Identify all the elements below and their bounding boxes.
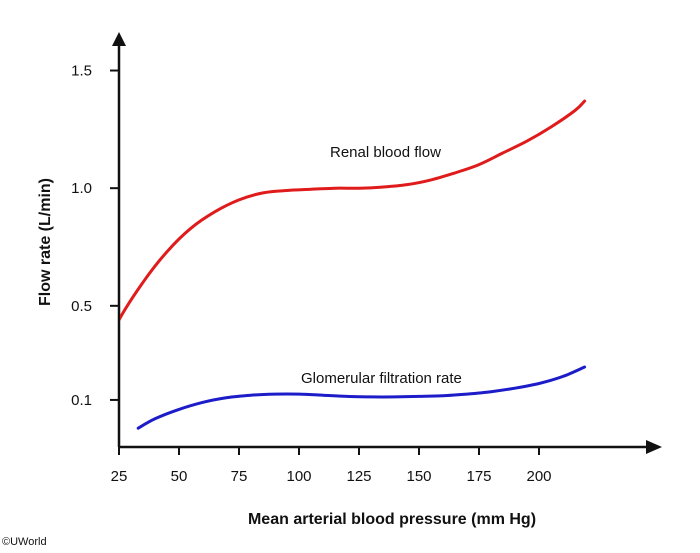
ticks: 25 50 75 100 125 150 175 200 0.1 0.5 1.0 1.5 [71, 63, 551, 485]
y-axis-arrow [112, 32, 126, 46]
x-tick-label: 75 [231, 468, 248, 485]
x-tick-label: 100 [286, 468, 311, 485]
y-tick-label: 0.1 [71, 392, 92, 409]
renal-blood-flow-line [120, 99, 587, 322]
renal-blood-flow-label: Renal blood flow [330, 144, 441, 161]
x-axis-arrow [646, 440, 662, 454]
y-tick-label: 1.0 [71, 180, 92, 197]
x-tick-label: 25 [111, 468, 128, 485]
copyright-notice: ©UWorld [2, 536, 47, 548]
x-axis-title: Mean arterial blood pressure (mm Hg) [248, 511, 536, 528]
y-tick-label: 0.5 [71, 298, 92, 315]
x-tick-label: 175 [466, 468, 491, 485]
y-tick-label: 1.5 [71, 63, 92, 80]
x-tick-label: 150 [406, 468, 431, 485]
x-tick-label: 125 [346, 468, 371, 485]
gfr-line [136, 365, 587, 430]
gfr-label: Glomerular filtration rate [301, 370, 462, 387]
series-layer [120, 99, 587, 430]
x-tick-label: 50 [171, 468, 188, 485]
y-axis-title: Flow rate (L/min) [37, 178, 54, 306]
x-tick-label: 200 [526, 468, 551, 485]
